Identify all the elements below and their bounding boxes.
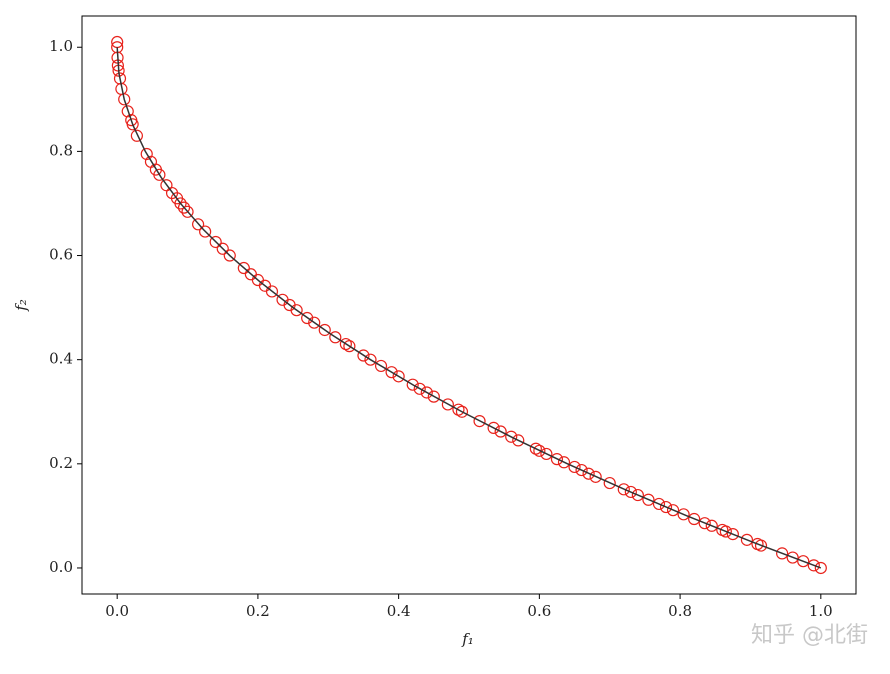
point bbox=[719, 525, 732, 538]
point bbox=[118, 93, 131, 106]
point bbox=[413, 382, 426, 395]
point bbox=[533, 444, 546, 457]
x-tick-label: 0.8 bbox=[668, 602, 692, 620]
point bbox=[308, 316, 321, 329]
point bbox=[121, 105, 134, 118]
point bbox=[754, 539, 768, 552]
x-tick-label: 0.4 bbox=[387, 602, 411, 620]
y-tick-label: 0.6 bbox=[49, 246, 73, 264]
point bbox=[652, 497, 666, 511]
point bbox=[568, 460, 581, 474]
point bbox=[385, 366, 398, 379]
point bbox=[688, 512, 701, 526]
point bbox=[318, 323, 331, 337]
point bbox=[364, 353, 377, 366]
point bbox=[582, 467, 595, 480]
point bbox=[603, 476, 616, 490]
x-tick-label: 0.2 bbox=[246, 602, 270, 620]
line bbox=[116, 47, 822, 569]
point bbox=[174, 197, 187, 210]
point bbox=[659, 500, 673, 514]
point bbox=[177, 201, 191, 214]
point bbox=[807, 559, 820, 572]
point bbox=[427, 390, 440, 403]
point bbox=[265, 285, 279, 298]
point bbox=[455, 405, 469, 418]
point bbox=[726, 528, 739, 541]
point bbox=[705, 519, 718, 532]
point bbox=[441, 398, 454, 411]
point bbox=[223, 249, 236, 262]
y-tick-label: 1.0 bbox=[49, 37, 73, 55]
x-axis-label: f₁ bbox=[461, 630, 474, 648]
point bbox=[786, 551, 799, 564]
point bbox=[343, 340, 356, 353]
point bbox=[237, 261, 250, 275]
y-tick-label: 0.4 bbox=[49, 350, 73, 368]
point bbox=[357, 349, 370, 362]
point bbox=[126, 118, 139, 131]
point bbox=[557, 456, 571, 469]
point bbox=[181, 205, 194, 218]
point bbox=[642, 493, 655, 506]
point bbox=[494, 425, 507, 438]
plot-frame bbox=[81, 15, 857, 595]
point bbox=[776, 547, 789, 560]
x-tick-label: 1.0 bbox=[809, 602, 833, 620]
point bbox=[624, 485, 637, 499]
point bbox=[140, 147, 153, 161]
point bbox=[677, 508, 690, 521]
point bbox=[216, 242, 229, 255]
point bbox=[740, 533, 754, 546]
point bbox=[505, 430, 518, 443]
point bbox=[153, 168, 166, 181]
y-tick-label: 0.0 bbox=[49, 558, 73, 576]
point bbox=[406, 378, 419, 391]
point bbox=[797, 555, 810, 568]
point bbox=[617, 483, 630, 496]
point bbox=[487, 421, 500, 434]
point bbox=[631, 488, 644, 502]
point bbox=[209, 235, 222, 249]
point bbox=[814, 561, 827, 575]
point bbox=[374, 359, 388, 373]
y-tick-label: 0.8 bbox=[49, 141, 73, 159]
watermark: 知乎 @北街 bbox=[751, 623, 868, 648]
point bbox=[540, 447, 553, 461]
point bbox=[512, 434, 525, 447]
point bbox=[698, 517, 711, 530]
point bbox=[473, 415, 486, 428]
point bbox=[199, 225, 212, 238]
point bbox=[589, 470, 602, 483]
y-axis-label: f₂ bbox=[12, 299, 30, 312]
point bbox=[666, 504, 680, 517]
point bbox=[130, 129, 143, 142]
x-tick-label: 0.6 bbox=[527, 602, 551, 620]
point bbox=[329, 331, 342, 344]
point bbox=[192, 218, 205, 231]
point bbox=[575, 463, 588, 477]
y-tick-label: 0.2 bbox=[49, 454, 73, 472]
point bbox=[392, 370, 405, 383]
point bbox=[290, 304, 303, 317]
point bbox=[420, 386, 433, 399]
point bbox=[550, 453, 564, 466]
x-tick-label: 0.0 bbox=[105, 602, 129, 620]
